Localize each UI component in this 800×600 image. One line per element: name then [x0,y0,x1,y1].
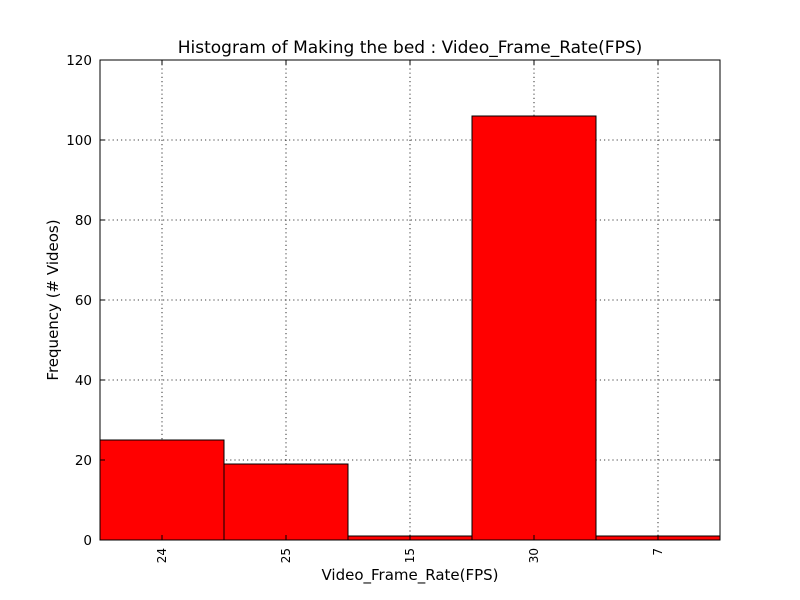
x-tick-label: 25 [279,548,293,563]
y-tick-label: 40 [75,373,92,389]
y-tick-label: 80 [75,213,92,229]
y-tick-labels: 0 20 40 60 80 100 120 [66,53,92,549]
bar-30 [471,115,597,541]
x-tick-label: 15 [403,548,417,563]
bar-25 [223,463,349,541]
y-tick-label: 20 [75,453,92,469]
y-tick-label: 100 [66,133,92,149]
y-tick-label: 0 [83,533,92,549]
bar-24 [99,439,225,541]
chart-title: Histogram of Making the bed : Video_Fram… [178,38,643,58]
y-tick-label: 120 [66,53,92,69]
x-tick-label: 24 [155,548,169,563]
x-tick-label: 7 [651,548,665,556]
x-tick-label: 30 [527,548,541,563]
axis-ticks [100,59,720,541]
y-axis-label: Frequency (# Videos) [44,219,62,380]
x-tick-labels: 24 25 15 30 7 [155,548,665,563]
y-tick-label: 60 [75,293,92,309]
x-axis-label: Video_Frame_Rate(FPS) [321,566,498,585]
